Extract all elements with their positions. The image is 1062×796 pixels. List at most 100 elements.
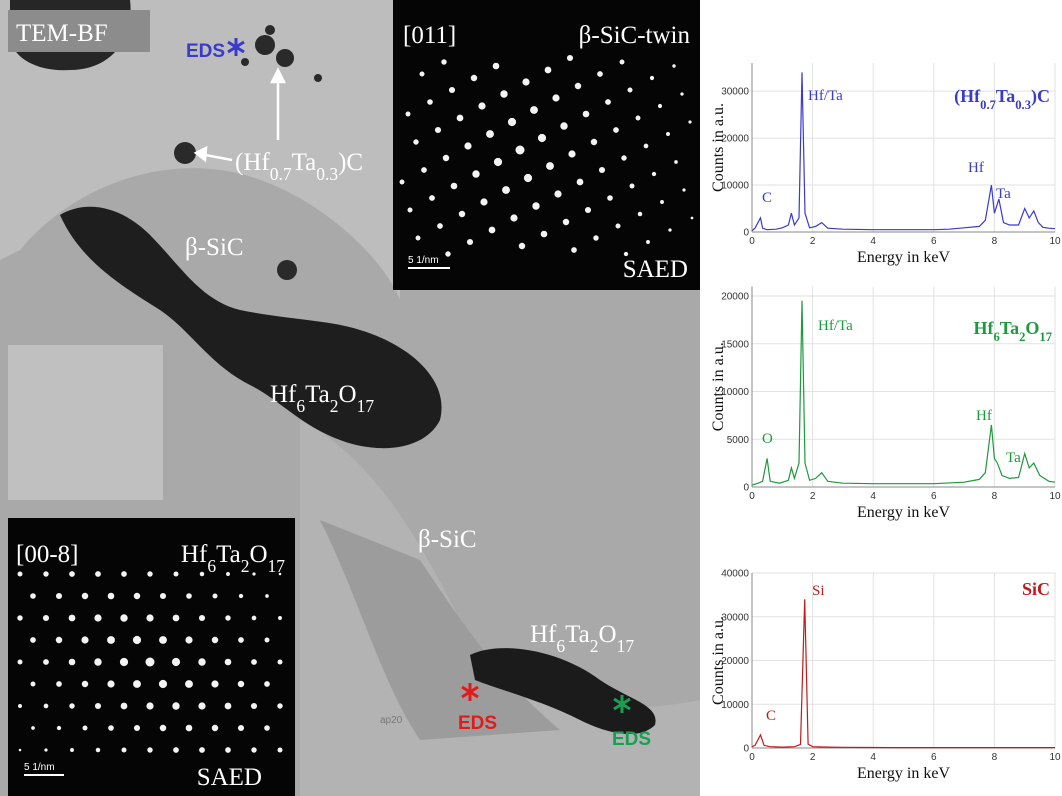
diffraction-spot (621, 155, 627, 161)
diffraction-spot (159, 636, 167, 644)
arrows (193, 67, 287, 163)
diffraction-spot (95, 747, 101, 753)
diffraction-spot (674, 160, 678, 164)
diffraction-spot (30, 637, 36, 643)
diffraction-spot (643, 143, 649, 149)
eds-chart: 0 2 4 6 8 10 0 10000 20000 30000 40000 Energy in ke… (710, 569, 1061, 783)
diffraction-spot (31, 726, 35, 730)
diffraction-spot (615, 223, 621, 229)
diffraction-spot (530, 106, 538, 114)
x-tick-label: 0 (749, 236, 755, 247)
diffraction-spot (492, 62, 500, 70)
arrow-head (193, 145, 208, 163)
phase-label: β-SiC-twin (579, 22, 691, 49)
diffraction-spot (81, 592, 89, 600)
y-tick-label: 5000 (727, 435, 750, 446)
diffraction-spot (18, 704, 22, 708)
diffraction-spot (635, 115, 641, 121)
diffraction-spot (121, 747, 127, 753)
diffraction-spot (623, 251, 629, 257)
tem-patch (8, 345, 163, 500)
diffraction-spot (571, 247, 577, 253)
diffraction-spot (413, 139, 419, 145)
diffraction-spot (225, 747, 231, 753)
y-tick-label: 20000 (721, 656, 749, 667)
diffraction-spot (690, 216, 694, 220)
chart-title: (Hf0.7Ta0.3)C (954, 86, 1050, 112)
zone-axis: [00-8] (16, 541, 78, 568)
x-tick-label: 2 (810, 236, 816, 247)
saed-label: SAED (197, 764, 262, 791)
diffraction-spot (264, 681, 270, 687)
diffraction-spot (133, 592, 141, 600)
diffraction-spot (56, 725, 62, 731)
diffraction-spot (537, 133, 547, 143)
diffraction-spot (158, 679, 168, 689)
diffraction-spot (173, 571, 179, 577)
diffraction-spot (18, 748, 22, 752)
particle (470, 648, 656, 735)
diffraction-spot (593, 235, 599, 241)
diffraction-spot (278, 616, 282, 620)
zone-axis: [011] (403, 22, 456, 49)
y-tick-label: 10000 (721, 700, 749, 711)
diffraction-spot (649, 75, 655, 81)
diffraction-spot (429, 195, 435, 201)
x-tick-label: 0 (749, 752, 755, 763)
diffraction-spot (107, 680, 115, 688)
diffraction-spot (56, 681, 62, 687)
diffraction-spot (132, 635, 142, 645)
diffraction-spot (540, 230, 548, 238)
particle (255, 35, 275, 55)
scale-label: 5 1/nm (24, 762, 55, 773)
diffraction-spot (199, 571, 205, 577)
diffraction-spot (251, 659, 257, 665)
diffraction-spot (43, 659, 49, 665)
diffraction-spot (458, 210, 466, 218)
diffraction-spot (81, 680, 89, 688)
diffraction-spot (185, 724, 193, 732)
diffraction-spot (68, 658, 76, 666)
diffraction-spot (518, 242, 526, 250)
phase-label: Hf6Ta2O17 (530, 621, 634, 656)
diffraction-spot (277, 747, 283, 753)
diffraction-spot (17, 659, 23, 665)
diffraction-spot (613, 127, 619, 133)
x-tick-label: 10 (1049, 752, 1061, 763)
phase-label: Hf6Ta2O17 (270, 381, 374, 416)
x-tick-label: 10 (1049, 236, 1061, 247)
diffraction-spot (582, 110, 590, 118)
diffraction-spot (30, 681, 36, 687)
diffraction-spot (186, 593, 192, 599)
peak-label: C (762, 190, 772, 206)
diffraction-spot (688, 120, 692, 124)
diffraction-spot (507, 117, 517, 127)
diffraction-spot (584, 206, 592, 214)
diffraction-spot (450, 182, 458, 190)
x-tick-label: 10 (1049, 491, 1061, 502)
x-tick-label: 4 (870, 752, 876, 763)
diffraction-spot (660, 200, 664, 204)
diffraction-spot (576, 178, 584, 186)
diffraction-spot (225, 615, 231, 621)
diffraction-spot (30, 593, 36, 599)
diffraction-spot (515, 145, 525, 155)
diffraction-spot (554, 190, 562, 198)
phase-label: β-SiC (185, 234, 244, 261)
chart-title: Hf6Ta2O17 (973, 318, 1052, 344)
diffraction-spot (568, 150, 576, 158)
diffraction-spot (43, 703, 49, 709)
diffraction-spot (472, 170, 480, 178)
peak-label: Ta (1006, 450, 1021, 466)
diffraction-spot (619, 59, 625, 65)
diffraction-spot (560, 122, 568, 130)
eds-label: EDS (612, 729, 651, 750)
diffraction-spot (226, 572, 230, 576)
diffraction-spot (173, 747, 179, 753)
diffraction-spot (237, 680, 245, 688)
spectrum (751, 599, 1055, 749)
peak-label: Hf/Ta (808, 88, 843, 104)
saed-top: [011] β-SiC-twin 5 1/nm SAED (393, 0, 700, 290)
arrow-head (269, 67, 287, 84)
